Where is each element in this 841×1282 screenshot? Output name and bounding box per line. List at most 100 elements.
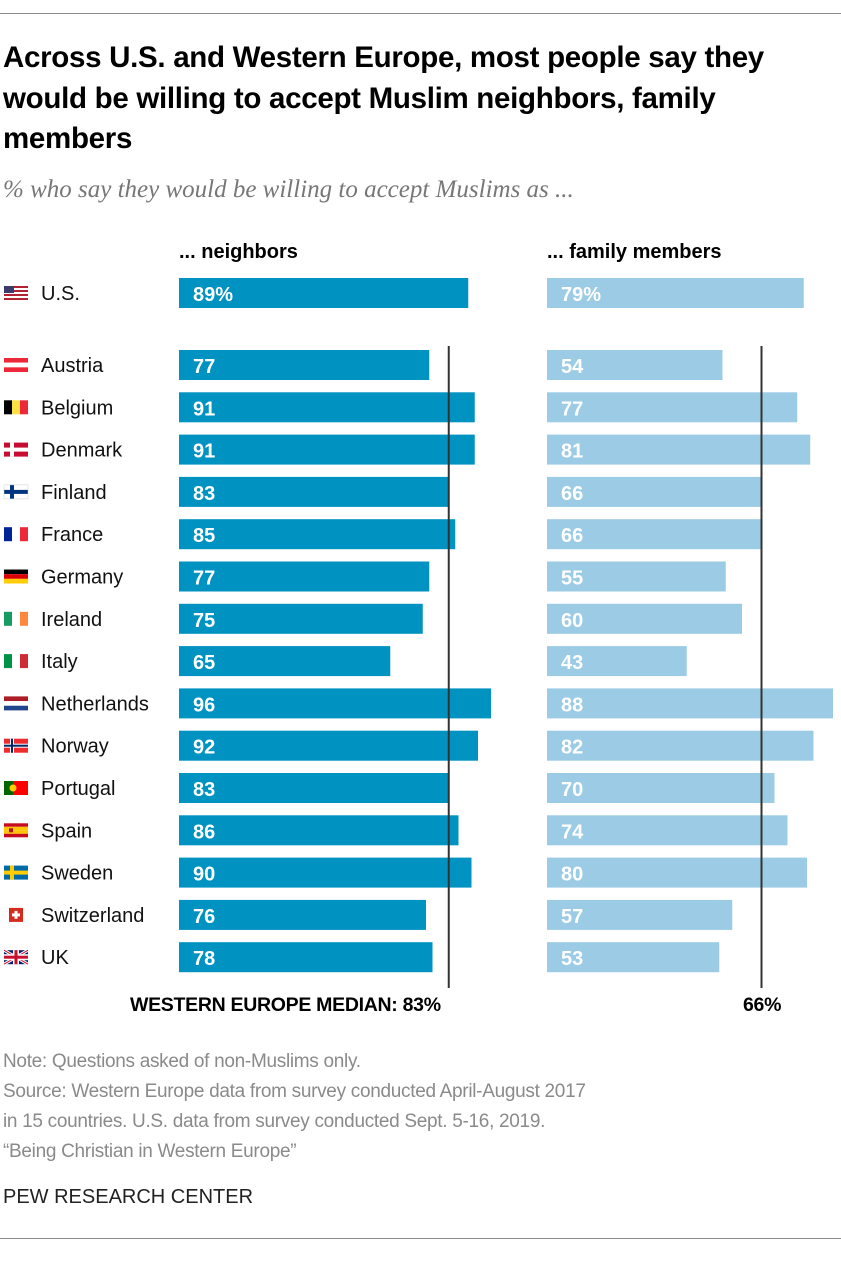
note-text: Note: Questions asked of non-Muslims onl… [3, 1051, 361, 1072]
denmark-flag-icon [4, 442, 28, 457]
bottom-rule [0, 1238, 841, 1239]
value-label: 96 [193, 694, 215, 716]
bar-neighbors [179, 392, 475, 423]
bar-family [547, 857, 807, 888]
value-label: 85 [193, 525, 215, 547]
bar-family [547, 730, 814, 761]
value-label: 55 [561, 568, 583, 590]
france-flag-icon [4, 527, 28, 542]
value-label: 77 [193, 568, 215, 590]
value-label: 70 [561, 779, 583, 801]
bar-family [547, 350, 723, 380]
bar-family [547, 815, 788, 846]
value-label: 78 [193, 948, 215, 970]
bar-family [547, 278, 804, 308]
bar-neighbors [179, 476, 449, 507]
bar-family [547, 392, 798, 423]
bar-neighbors [179, 350, 430, 380]
bar-neighbors [179, 561, 430, 592]
value-label: 88 [561, 694, 583, 716]
chart-title: Across U.S. and Western Europe, most peo… [3, 41, 764, 155]
bar-neighbors [179, 646, 391, 677]
value-label: 81 [561, 441, 583, 463]
bar-neighbors [179, 519, 456, 550]
uk-flag-icon [3, 948, 29, 966]
median-label-neighbors: WESTERN EUROPE MEDIAN: 83% [130, 994, 441, 1016]
bar-family [547, 773, 775, 803]
value-label: 74 [561, 821, 584, 843]
ireland-flag-icon [4, 611, 28, 626]
country-label: Denmark [41, 440, 123, 462]
value-label: 75 [193, 610, 215, 632]
value-label: 54 [561, 356, 584, 378]
country-label: Italy [41, 651, 78, 673]
value-label: 80 [561, 864, 583, 886]
bar-family [547, 603, 742, 634]
country-label: Portugal [41, 778, 116, 800]
value-label: 65 [193, 652, 215, 674]
bar-family [547, 561, 726, 592]
value-label: 90 [193, 864, 215, 886]
source-text: Source: Western Europe data from survey … [3, 1081, 586, 1102]
country-label: Finland [41, 482, 107, 504]
us-flag-icon [4, 286, 28, 300]
netherlands-flag-icon [4, 696, 28, 711]
belgium-flag-icon [4, 400, 28, 415]
country-label: Netherlands [41, 693, 149, 715]
value-label: 66 [561, 483, 583, 505]
bar-family [547, 688, 833, 719]
bar-neighbors [179, 899, 426, 930]
brand-logo-text: PEW RESEARCH CENTER [3, 1186, 254, 1208]
value-label: 43 [561, 652, 583, 674]
bar-family [547, 942, 720, 973]
italy-flag-icon [4, 654, 28, 669]
sweden-flag-icon [4, 865, 28, 880]
median-label-family: 66% [743, 994, 782, 1016]
country-label: Switzerland [41, 905, 144, 927]
country-label: Norway [41, 736, 109, 758]
top-rule [0, 13, 841, 14]
country-label: UK [41, 947, 69, 969]
country-label: Ireland [41, 609, 102, 631]
bar-neighbors [179, 278, 469, 308]
chart-subtitle: % who say they would be willing to accep… [3, 176, 574, 203]
value-label: 83 [193, 779, 215, 801]
country-label: Sweden [41, 863, 113, 885]
switzerland-flag-icon [9, 907, 23, 922]
value-label: 53 [561, 948, 583, 970]
column-header-neighbors: ... neighbors [179, 241, 298, 263]
country-label: Belgium [41, 397, 113, 419]
country-label: France [41, 524, 103, 546]
bar-neighbors [179, 857, 472, 888]
value-label: 86 [193, 821, 215, 843]
bar-neighbors [179, 603, 423, 634]
value-label: 60 [561, 610, 583, 632]
bar-family [547, 476, 762, 507]
value-label: 77 [193, 356, 215, 378]
bar-neighbors [179, 773, 449, 803]
value-label: 76 [193, 906, 215, 928]
bar-neighbors [179, 688, 491, 719]
source-text-2: in 15 countries. U.S. data from survey c… [3, 1111, 546, 1132]
value-label: 91 [193, 441, 215, 463]
value-label: 89% [193, 284, 233, 306]
bar-family [547, 899, 733, 930]
portugal-flag-icon [4, 781, 28, 795]
country-label: Germany [41, 567, 123, 589]
bar-neighbors [179, 730, 478, 761]
bar-neighbors [179, 815, 459, 846]
report-title: “Being Christian in Western Europe” [3, 1141, 297, 1162]
finland-flag-icon [3, 484, 29, 500]
value-label: 79% [561, 284, 601, 306]
country-label: Austria [41, 355, 104, 377]
value-label: 66 [561, 525, 583, 547]
bar-family [547, 646, 687, 677]
bar-family [547, 434, 811, 465]
austria-flag-icon [4, 358, 28, 372]
value-label: 83 [193, 483, 215, 505]
germany-flag-icon [4, 569, 28, 584]
value-label: 92 [193, 737, 215, 759]
country-label: U.S. [41, 283, 80, 305]
column-header-family: ... family members [547, 241, 722, 263]
